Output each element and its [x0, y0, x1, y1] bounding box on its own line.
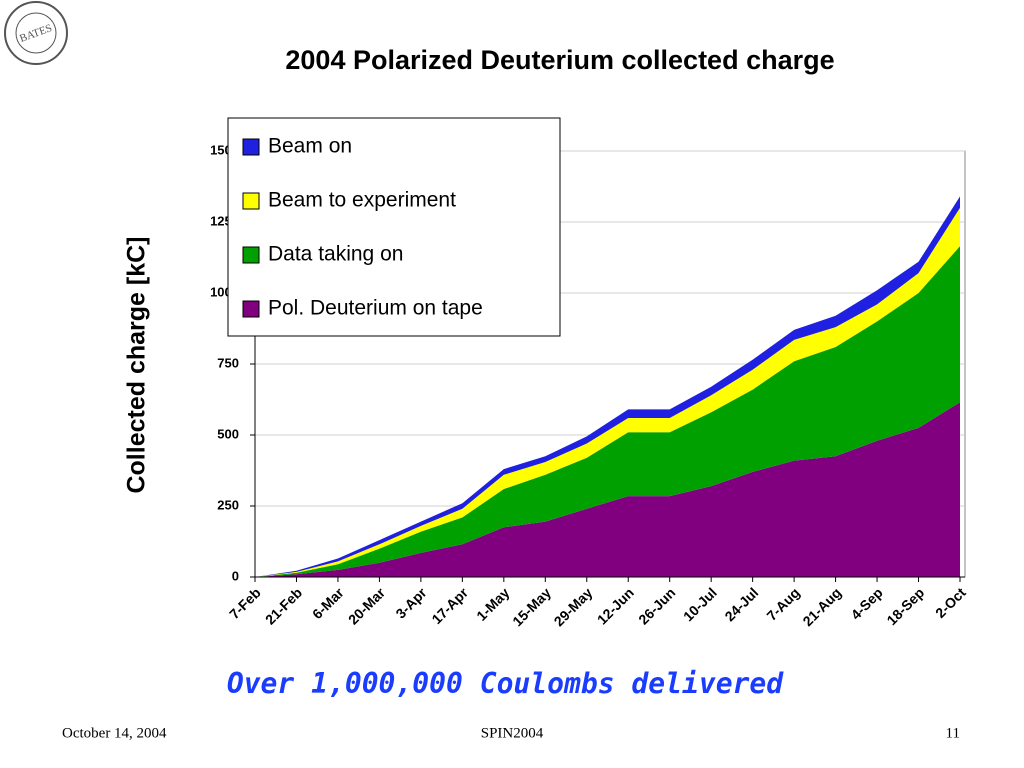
logo-ring [4, 1, 68, 65]
x-tick-label: 21-Aug [799, 584, 844, 629]
footer-page: 11 [946, 725, 960, 741]
x-tick-label: 21-Feb [262, 584, 305, 627]
legend-label: Data taking on [268, 243, 403, 266]
subtitle: Over 1,000,000 Coulombs delivered [227, 667, 784, 700]
logo: BATES [4, 1, 68, 65]
x-tick-label: 12-Jun [594, 584, 637, 627]
x-tick-label: 20-Mar [345, 584, 389, 628]
x-tick-label: 3-Apr [392, 584, 430, 622]
legend-swatch [242, 138, 260, 156]
legend-swatch [242, 192, 260, 210]
x-tick-label: 24-Jul [721, 584, 761, 624]
legend-swatch [242, 300, 260, 318]
x-tick-label: 4-Sep [848, 584, 886, 622]
y-axis-label: Collected charge [kC] [123, 236, 151, 493]
x-tick-label: 7-Feb [226, 584, 264, 622]
legend-swatch [242, 246, 260, 264]
x-tick-label: 7-Aug [763, 584, 802, 623]
area [255, 402, 960, 577]
legend-label: Pol. Deuterium on tape [268, 297, 483, 320]
x-tick-label: 6-Mar [309, 584, 347, 622]
chart-title: 2004 Polarized Deuterium collected charg… [285, 45, 834, 75]
x-tick-label: 18-Sep [883, 584, 927, 628]
y-tick-label: 250 [217, 497, 239, 512]
x-tick-label: 29-May [551, 584, 596, 629]
y-tick-label: 500 [217, 426, 239, 441]
logo-inner [15, 12, 57, 54]
logo-text: BATES [18, 22, 54, 45]
legend: Beam on Beam to experiment Data taking on P… [227, 117, 561, 337]
footer-event: SPIN2004 [481, 725, 544, 741]
footer-date: October 14, 2004 [62, 725, 167, 741]
x-tick-label: 2-Oct [932, 584, 969, 621]
x-tick-label: 10-Jul [680, 584, 720, 624]
legend-box [227, 117, 561, 337]
y-tick-label: 750 [217, 355, 239, 370]
legend-label: Beam on [268, 135, 352, 158]
x-tick-label: 1-May [473, 584, 513, 624]
x-tick-label: 26-Jun [635, 584, 678, 627]
y-tick-label: 0 [232, 568, 239, 583]
area [255, 246, 960, 577]
x-tick-label: 15-May [509, 584, 554, 629]
legend-label: Beam to experiment [268, 189, 456, 212]
x-tick-label: 17-Apr [428, 584, 471, 627]
